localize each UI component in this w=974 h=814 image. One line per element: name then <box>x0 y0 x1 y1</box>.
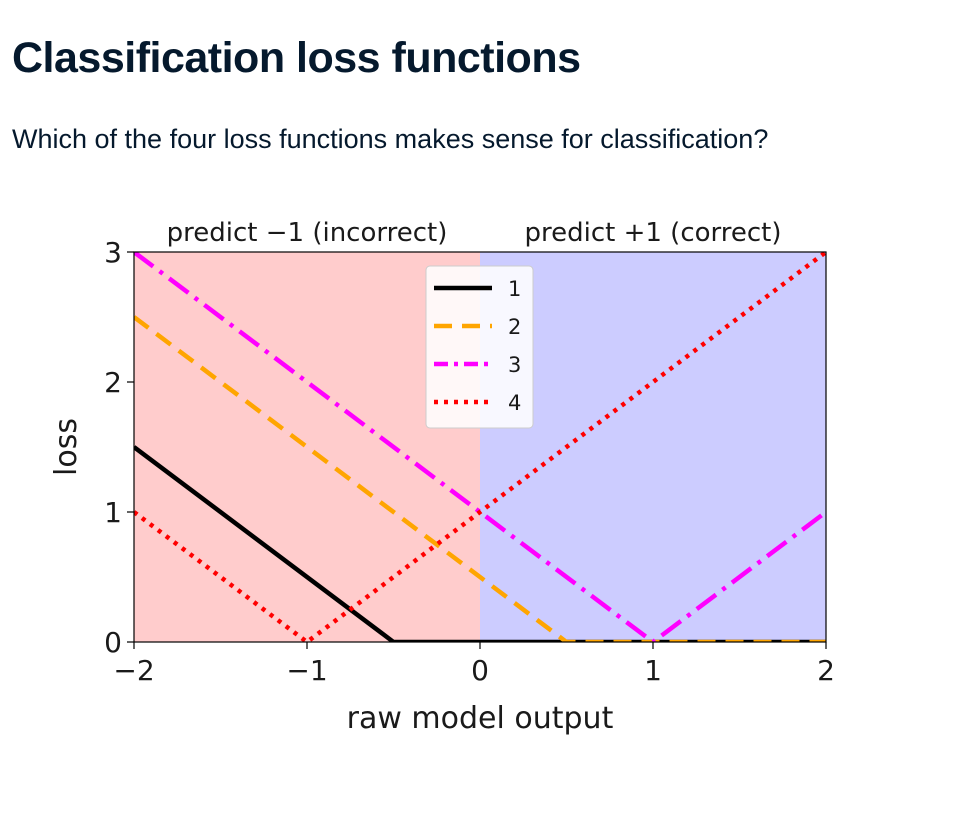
legend-box <box>425 265 534 429</box>
y-tick-label: 2 <box>104 366 122 399</box>
y-tick-label: 1 <box>104 496 122 529</box>
x-axis-label: raw model output <box>347 701 614 736</box>
loss-line-2 <box>134 315 826 642</box>
x-tick-label: 1 <box>644 654 662 687</box>
legend-label-1: 1 <box>508 277 521 301</box>
legend-label-3: 3 <box>508 353 521 377</box>
y-tick-label: 0 <box>104 626 122 659</box>
x-tick-label: 0 <box>471 654 489 687</box>
region-label-correct: predict +1 (correct) <box>524 218 781 248</box>
loss-line-4 <box>134 252 826 642</box>
slide-title: Classification loss functions <box>12 34 581 82</box>
region-label-incorrect: predict −1 (incorrect) <box>167 218 448 248</box>
x-tick-label: −1 <box>286 654 327 687</box>
legend-label-2: 2 <box>508 315 521 339</box>
y-tick-label: 3 <box>104 236 122 269</box>
x-tick-label: 2 <box>817 654 835 687</box>
region-correct-background <box>480 252 826 642</box>
loss-line-3 <box>134 252 826 642</box>
x-tick-label: −2 <box>113 654 154 687</box>
slide-question: Which of the four loss functions makes s… <box>12 124 769 154</box>
y-axis-label: loss <box>49 418 84 476</box>
legend-label-4: 4 <box>508 391 521 415</box>
loss-line-1 <box>134 445 826 642</box>
